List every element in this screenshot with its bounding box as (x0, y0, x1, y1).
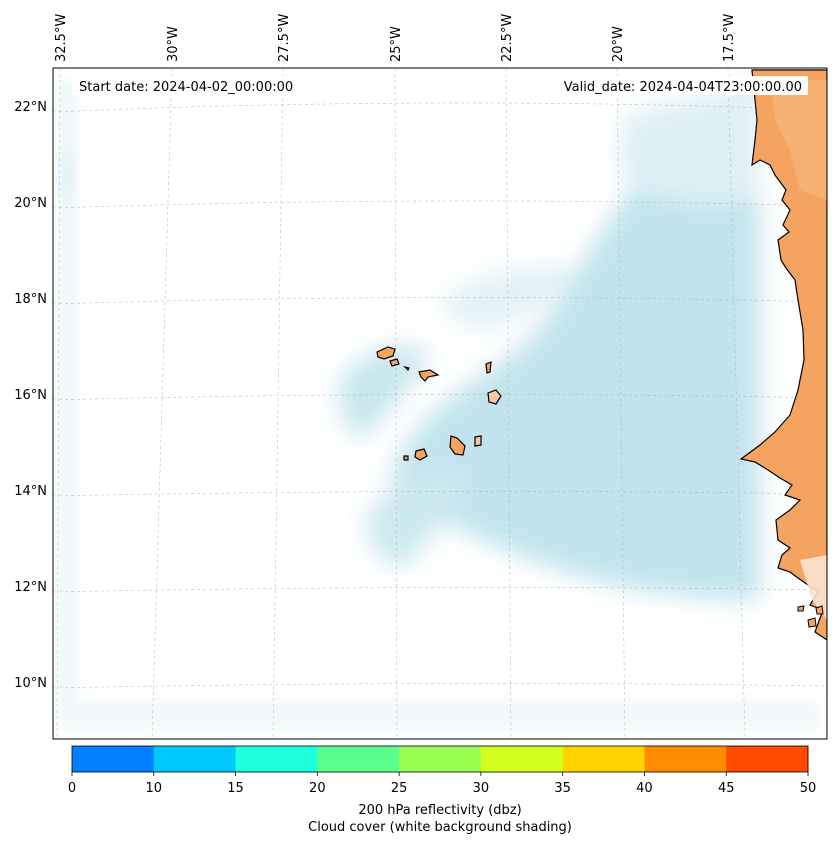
colorbar-segment (480, 746, 564, 772)
colorbar-segment (153, 746, 237, 772)
colorbar-tick-label: 0 (68, 781, 76, 796)
thin-cloud-shading (58, 80, 820, 730)
lat-label-12n: 12°N (14, 580, 47, 595)
colorbar-segment (72, 746, 155, 772)
island-santa-luzia (403, 365, 410, 372)
cape-verde-islands (376, 346, 502, 461)
colorbar-tick-label: 35 (554, 781, 571, 796)
lon-label-25w: 25°W (389, 26, 404, 62)
colorbar-segment (726, 746, 809, 772)
colorbar-segment (562, 746, 645, 772)
coast-highlight (770, 80, 827, 200)
colorbar-segment (235, 746, 318, 772)
colorbar-tick-label: 40 (636, 781, 653, 796)
colorbar-segment (399, 746, 482, 772)
colorbar-tick-label: 50 (800, 781, 817, 796)
island-sao-nicolau (418, 369, 440, 382)
lon-label-17-5w: 17.5°W (722, 14, 737, 62)
valid-date-box (538, 76, 808, 95)
africa-coastline (739, 69, 827, 641)
colorbar-segment (317, 746, 400, 772)
lat-label-10n: 10°N (14, 676, 47, 691)
island-maio (474, 435, 482, 447)
colorbar-segments (72, 746, 809, 772)
island-fogo (414, 448, 428, 461)
start-date-box (72, 76, 322, 95)
colorbar-label-line2: Cloud cover (white background shading) (308, 820, 572, 835)
lat-label-14n: 14°N (14, 484, 47, 499)
coast-white-patch (800, 555, 827, 620)
colorbar-tick-label: 15 (227, 781, 244, 796)
lon-label-27-5w: 27.5°W (277, 14, 292, 62)
cloud-cover-shading (338, 80, 760, 600)
colorbar-tick-label: 25 (391, 781, 408, 796)
lat-label-18n: 18°N (14, 292, 47, 307)
colorbar: 0 10 15 20 25 30 35 40 45 50 200 hPa reflectivity… (68, 745, 816, 835)
bijagos-islands (797, 605, 824, 628)
graticule (53, 68, 827, 739)
colorbar-tick-label: 45 (718, 781, 735, 796)
latitude-labels: 22°N 20°N 18°N 16°N 14°N 12°N 10°N (14, 100, 47, 691)
lon-label-30w: 30°W (166, 26, 181, 62)
lat-label-16n: 16°N (14, 388, 47, 403)
colorbar-segment (644, 746, 727, 772)
island-sal (485, 361, 492, 374)
lat-label-22n: 22°N (14, 100, 47, 115)
colorbar-tick-label: 10 (146, 781, 163, 796)
colorbar-frame (71, 745, 809, 773)
colorbar-tick-label: 20 (309, 781, 326, 796)
island-boa-vista (487, 389, 502, 405)
colorbar-ticks: 0 10 15 20 25 30 35 40 45 50 (68, 772, 816, 796)
island-brava (403, 455, 409, 461)
longitude-labels: 32.5°W 30°W 27.5°W 25°W 22.5°W 20°W 17.5… (54, 14, 737, 62)
island-santo-antao (376, 346, 396, 360)
lat-label-20n: 20°N (14, 196, 47, 211)
map-frame (52, 67, 828, 740)
valid-date-text: Valid_date: 2024-04-04T23:00:00.00 (564, 80, 802, 95)
colorbar-tick-label: 30 (473, 781, 490, 796)
island-santiago (449, 435, 466, 456)
lon-label-20w: 20°W (611, 26, 626, 62)
lon-label-22-5w: 22.5°W (500, 14, 515, 62)
island-sao-vicente (389, 358, 400, 367)
start-date-text: Start date: 2024-04-02_00:00:00 (79, 80, 293, 95)
lon-label-32-5w: 32.5°W (54, 14, 69, 62)
colorbar-label-line1: 200 hPa reflectivity (dbz) (358, 803, 521, 818)
